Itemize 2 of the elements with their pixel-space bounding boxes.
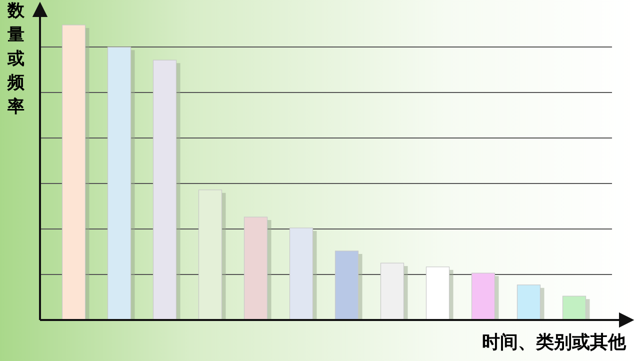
- x-axis-title: 时间、类别或其他: [482, 332, 627, 353]
- y-axis-title: 数量或频率: [6, 1, 26, 117]
